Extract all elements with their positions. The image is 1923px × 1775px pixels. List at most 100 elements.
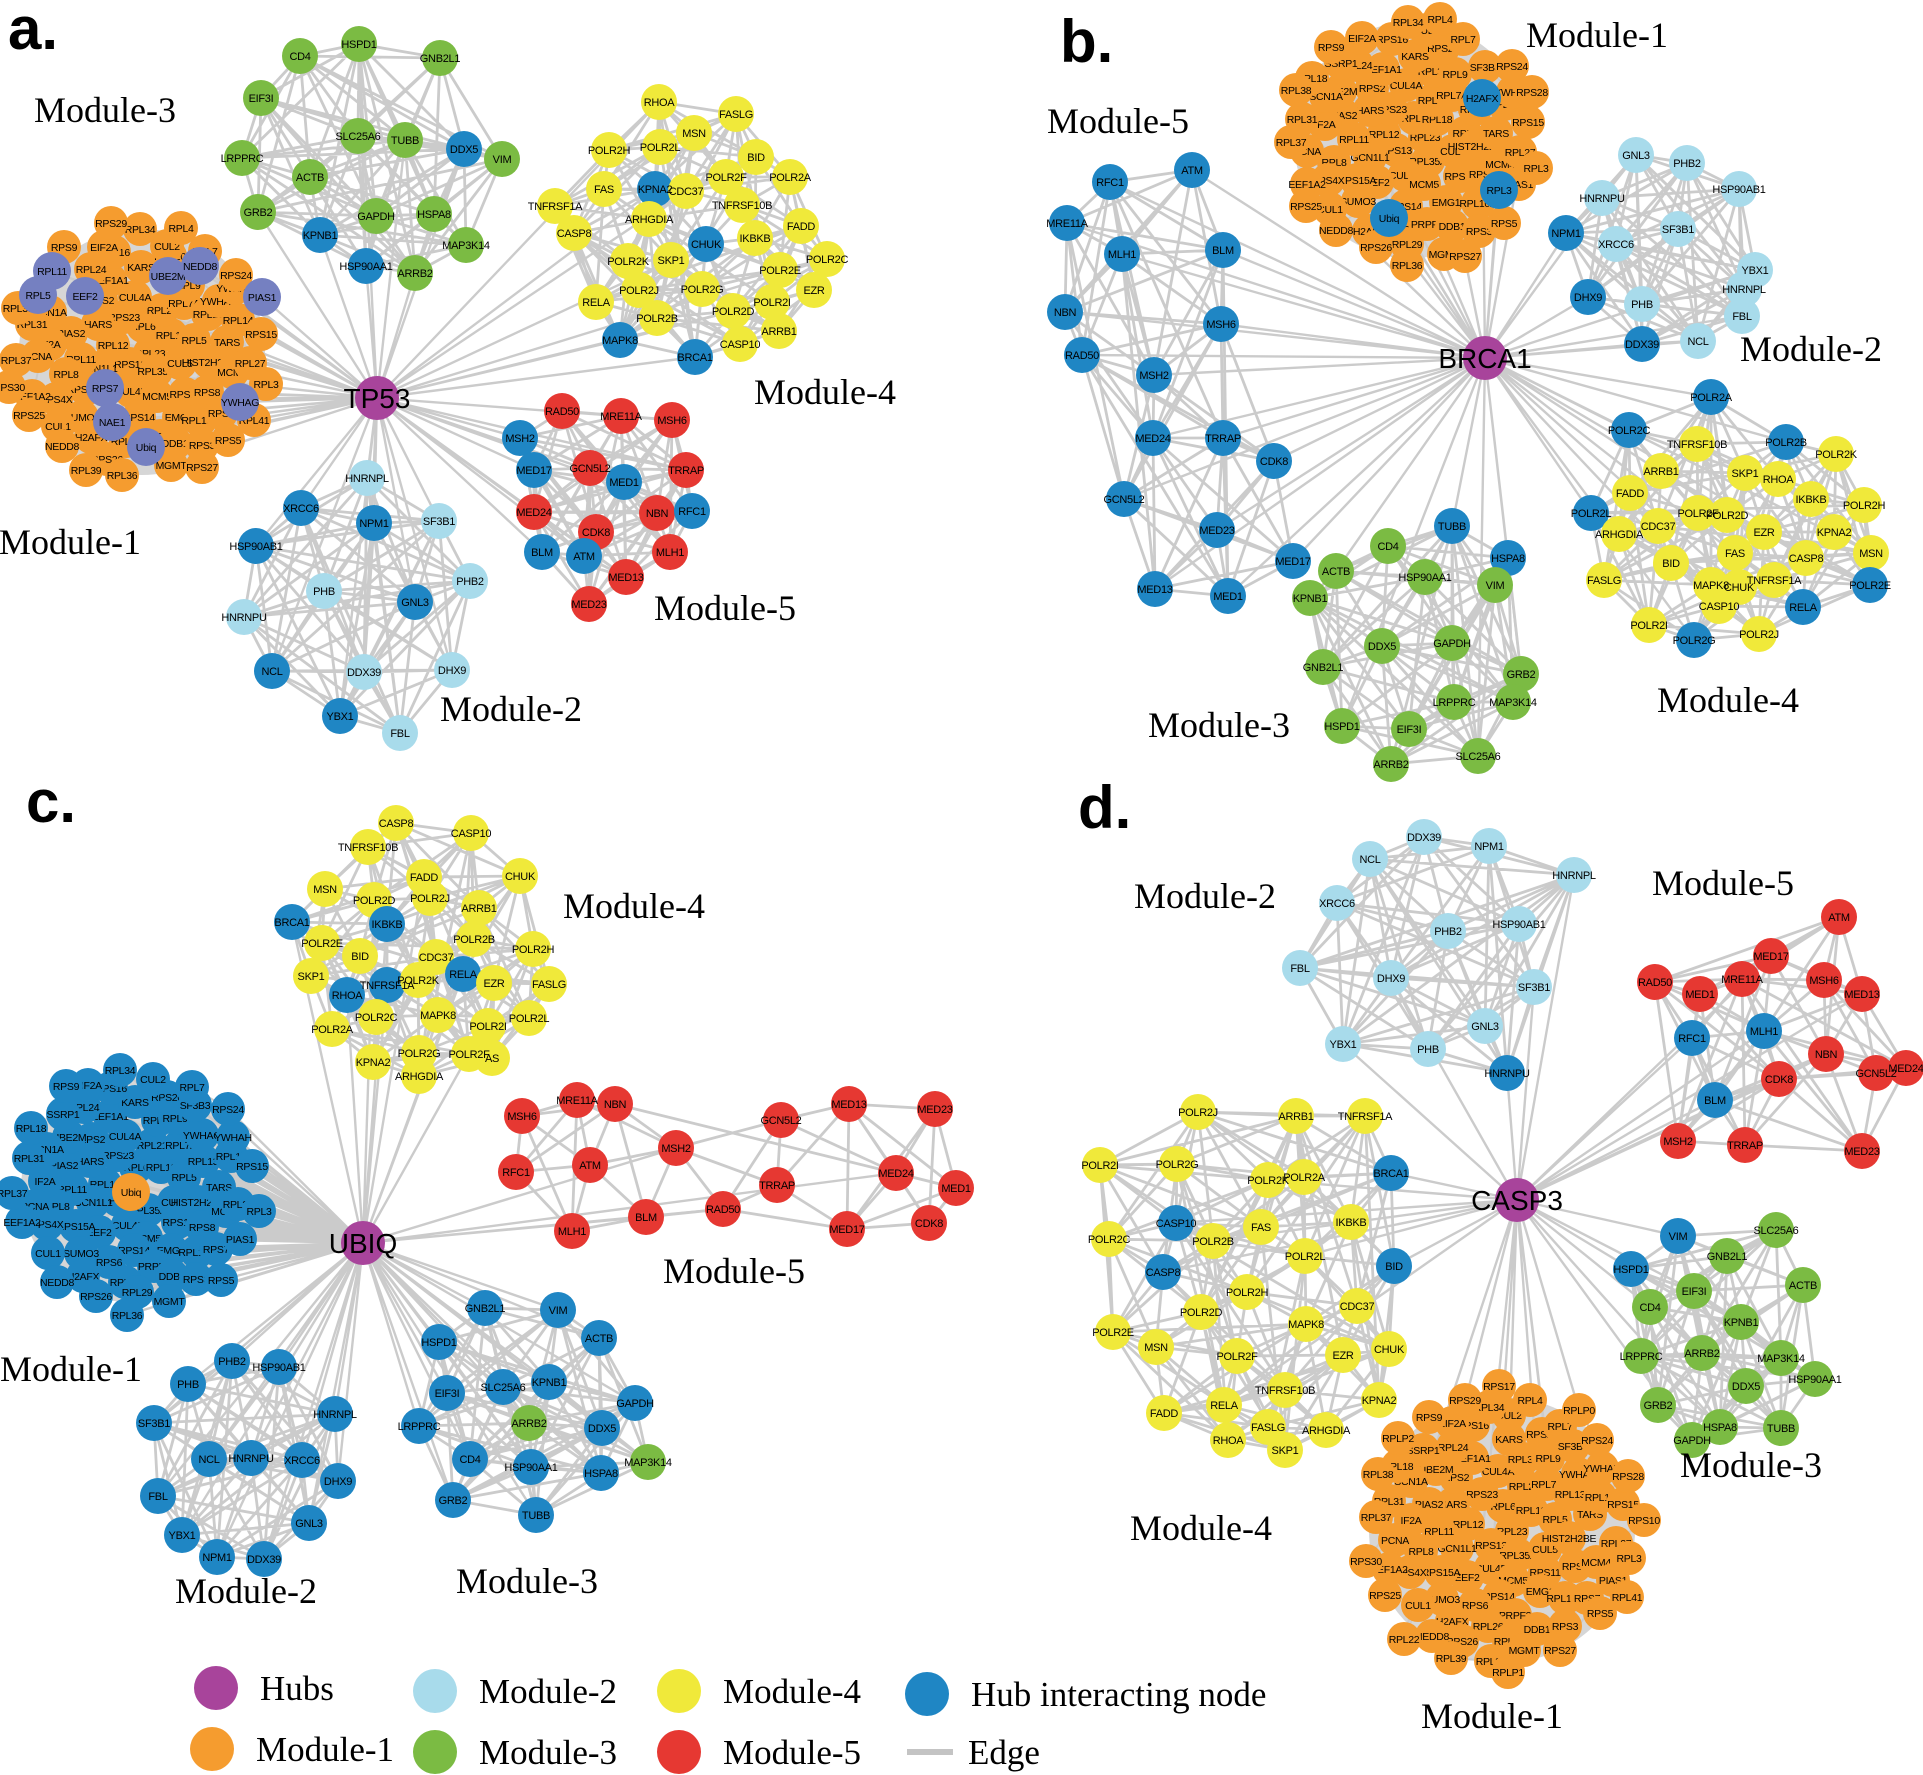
svg-text:Module-2: Module-2	[440, 689, 582, 729]
svg-text:GNL3: GNL3	[1471, 1021, 1499, 1033]
svg-text:SUMO3: SUMO3	[63, 1248, 99, 1260]
svg-text:FBL: FBL	[148, 1491, 167, 1503]
svg-text:MCM5: MCM5	[1409, 179, 1439, 191]
svg-text:RPS5: RPS5	[208, 1275, 235, 1287]
svg-text:RPS30: RPS30	[0, 382, 25, 394]
svg-text:TRRAP: TRRAP	[1727, 1140, 1763, 1152]
svg-text:CUL4A: CUL4A	[119, 292, 152, 304]
svg-text:ARRB1: ARRB1	[761, 326, 796, 338]
svg-text:RPS15: RPS15	[245, 329, 277, 341]
svg-text:KARS: KARS	[1401, 51, 1429, 63]
svg-text:RHOA: RHOA	[644, 97, 676, 109]
svg-text:GAPDH: GAPDH	[1673, 1435, 1711, 1447]
svg-text:EEF2: EEF2	[72, 291, 98, 303]
svg-text:RPL18: RPL18	[16, 1123, 47, 1135]
svg-text:MSH6: MSH6	[507, 1111, 537, 1123]
svg-text:NPM1: NPM1	[359, 518, 389, 530]
svg-text:MRE11A: MRE11A	[1046, 218, 1088, 230]
svg-text:TUBB: TUBB	[1767, 1423, 1795, 1435]
svg-text:BRCA1: BRCA1	[1373, 1168, 1408, 1180]
svg-text:Module-2: Module-2	[175, 1571, 317, 1611]
svg-text:NPM1: NPM1	[1474, 841, 1504, 853]
svg-text:NCL: NCL	[198, 1454, 219, 1466]
svg-text:XRCC6: XRCC6	[1319, 898, 1355, 910]
svg-text:RPL7: RPL7	[1450, 34, 1476, 46]
svg-text:BID: BID	[1662, 558, 1680, 570]
svg-text:RPS26: RPS26	[1360, 242, 1392, 254]
svg-text:FADD: FADD	[1616, 488, 1644, 500]
svg-text:Module-2: Module-2	[1134, 876, 1276, 916]
svg-text:KPNB1: KPNB1	[303, 230, 338, 242]
svg-text:POLR2D: POLR2D	[1180, 1307, 1223, 1319]
svg-text:IKBKB: IKBKB	[372, 919, 403, 931]
svg-text:HSPD1: HSPD1	[421, 1337, 456, 1349]
svg-text:POLR2K: POLR2K	[607, 256, 650, 268]
svg-text:RPL13: RPL13	[1555, 1489, 1586, 1501]
svg-text:POLR2B: POLR2B	[453, 934, 495, 946]
svg-text:POLR2B: POLR2B	[636, 313, 678, 325]
svg-text:PHB: PHB	[177, 1379, 199, 1391]
svg-text:RPS15A: RPS15A	[1338, 175, 1377, 187]
svg-text:PHB2: PHB2	[1434, 926, 1462, 938]
svg-text:FASLG: FASLG	[1251, 1422, 1285, 1434]
svg-text:CASP10: CASP10	[720, 339, 761, 351]
svg-text:POLR2A: POLR2A	[769, 172, 812, 184]
svg-text:EEF1A1: EEF1A1	[91, 1111, 129, 1123]
svg-text:RPS3: RPS3	[183, 1274, 210, 1286]
svg-text:RPS3: RPS3	[1466, 226, 1493, 238]
svg-text:YWHAG: YWHAG	[221, 397, 259, 409]
svg-text:MCM5: MCM5	[142, 391, 172, 403]
svg-text:POLR2J: POLR2J	[1178, 1107, 1218, 1119]
svg-text:Module-4: Module-4	[723, 1672, 861, 1711]
svg-text:CASP8: CASP8	[379, 818, 414, 830]
svg-text:RPS13: RPS13	[1475, 1540, 1507, 1552]
svg-text:CUL4A: CUL4A	[1390, 80, 1423, 92]
svg-text:RPS24: RPS24	[212, 1104, 244, 1116]
svg-text:BID: BID	[351, 951, 369, 963]
svg-text:MRE11A: MRE11A	[1721, 974, 1763, 986]
svg-text:POLR2A: POLR2A	[311, 1024, 354, 1036]
svg-text:ATM: ATM	[579, 1160, 601, 1172]
svg-text:POLR2G: POLR2G	[1673, 635, 1716, 647]
svg-text:d.: d.	[1078, 774, 1131, 841]
svg-text:NEDD8: NEDD8	[1319, 225, 1354, 237]
svg-text:MAP3K14: MAP3K14	[442, 240, 490, 252]
svg-text:TNFRSF1A: TNFRSF1A	[1747, 575, 1802, 587]
svg-text:SLC25A6: SLC25A6	[336, 131, 381, 143]
svg-text:HSP90AB1: HSP90AB1	[252, 1362, 305, 1374]
svg-text:POLR2J: POLR2J	[410, 893, 450, 905]
svg-text:MSN: MSN	[682, 128, 706, 140]
svg-text:POLR2A: POLR2A	[1283, 1172, 1326, 1184]
svg-text:RPL37: RPL37	[1361, 1512, 1392, 1524]
svg-text:ATM: ATM	[1828, 912, 1850, 924]
svg-text:GNB2L1: GNB2L1	[420, 53, 461, 65]
svg-text:Ubiq: Ubiq	[136, 442, 157, 454]
svg-text:HARS: HARS	[84, 319, 112, 331]
svg-text:CUL4A: CUL4A	[1482, 1466, 1515, 1478]
svg-text:CUL2: CUL2	[154, 241, 180, 253]
svg-text:c.: c.	[26, 768, 76, 835]
svg-text:MED1: MED1	[1685, 989, 1715, 1001]
svg-text:GNB2L1: GNB2L1	[465, 1303, 506, 1315]
svg-text:ARHGDIA: ARHGDIA	[625, 214, 674, 226]
svg-text:XRCC6: XRCC6	[1598, 239, 1634, 251]
svg-text:FADD: FADD	[410, 872, 438, 884]
svg-text:LRPPRC: LRPPRC	[1433, 697, 1476, 709]
svg-text:POLR2H: POLR2H	[512, 944, 555, 956]
svg-text:POLR2H: POLR2H	[1843, 500, 1886, 512]
svg-text:GRB2: GRB2	[1507, 669, 1536, 681]
svg-text:POLR2L: POLR2L	[1571, 508, 1612, 520]
svg-text:Hub interacting node: Hub interacting node	[971, 1675, 1266, 1714]
svg-text:KPNA2: KPNA2	[638, 184, 673, 196]
svg-text:SF3B1: SF3B1	[1518, 982, 1550, 994]
svg-text:SSRP1: SSRP1	[47, 1109, 80, 1121]
svg-text:SKP1: SKP1	[658, 255, 685, 267]
svg-text:KARS: KARS	[121, 1097, 149, 1109]
svg-text:ARHGDIA: ARHGDIA	[395, 1071, 444, 1083]
svg-text:MAPK8: MAPK8	[1288, 1319, 1324, 1331]
svg-text:MSH6: MSH6	[1206, 319, 1236, 331]
svg-text:EIF3I: EIF3I	[1682, 1286, 1707, 1298]
svg-text:MAP3K14: MAP3K14	[1489, 697, 1537, 709]
svg-text:CASP8: CASP8	[1789, 553, 1824, 565]
svg-text:RPL9: RPL9	[162, 1113, 188, 1125]
